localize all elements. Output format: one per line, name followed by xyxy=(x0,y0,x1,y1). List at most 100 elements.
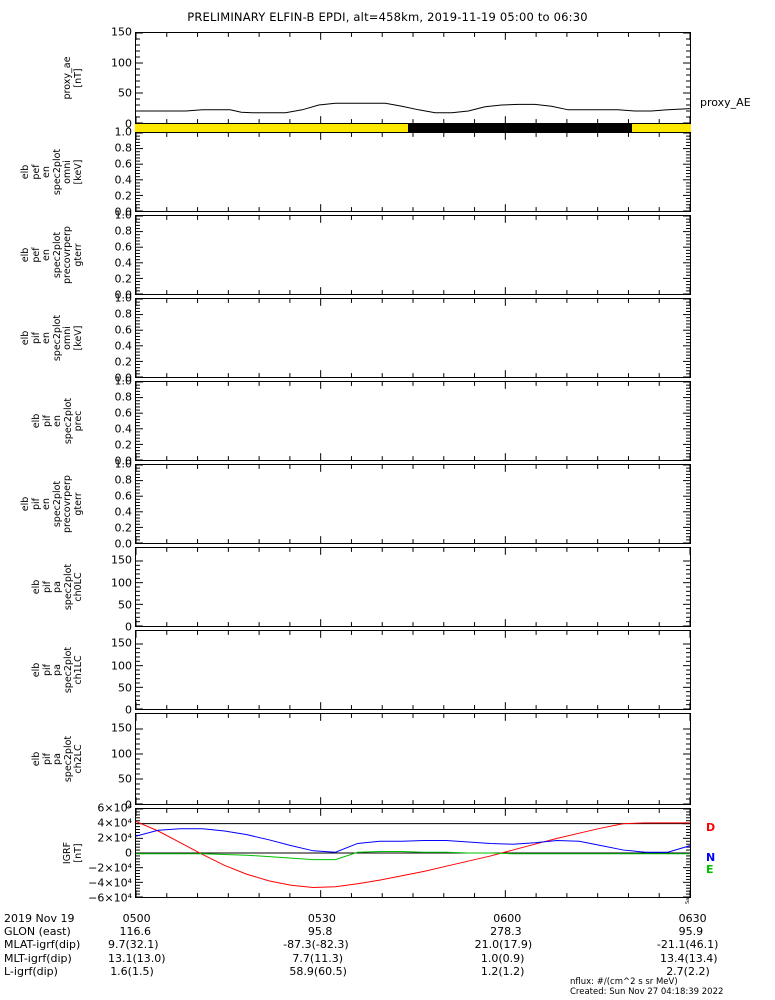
ytick-labels-pif-en-omni: 0.0 0.2 0.4 0.6 0.8 1.0 xyxy=(86,293,133,384)
bottom-axis-cell: -87.3(-82.3) xyxy=(283,938,349,952)
axis-label-line: pif xyxy=(41,581,52,594)
axis-label-line: ch2LC xyxy=(72,744,84,774)
axis-label-igrf: IGRF [nT] xyxy=(62,808,84,898)
axis-label-pif-pa-ch1lc: elb pif pa spec2plot ch1LC xyxy=(30,630,85,710)
axis-label-line: ch0LC xyxy=(72,572,84,602)
panel-pef-en-precovrperp-gterr xyxy=(135,215,691,295)
panel-pif-pa-ch2lc xyxy=(135,713,691,805)
axis-label-line: en xyxy=(41,498,52,510)
bottom-axis-cell: 7.7(11.3) xyxy=(292,951,343,965)
axis-label-line: elb xyxy=(30,751,42,767)
axis-label-line: precovrperp xyxy=(62,226,73,284)
axis-label-line: elb xyxy=(30,662,42,678)
series-d xyxy=(136,821,690,887)
panel-canvas-proxy-ae xyxy=(136,33,690,123)
ytick-label: 0.2 xyxy=(114,355,133,369)
ytick-label: 1.0 xyxy=(114,125,133,139)
bottom-axis-cell: 1.2(1.2) xyxy=(480,964,525,978)
ytick-label: 150 xyxy=(111,553,132,567)
axis-label-line: spec2plot xyxy=(62,397,73,445)
footer: nflux: #/(cm^2 s sr MeV) Created: Sun No… xyxy=(570,977,723,997)
panel-canvas-pif-pa-ch0lc xyxy=(136,548,690,626)
axis-label-line: ch1LC xyxy=(72,655,84,685)
bottom-axis-cell: 0600 xyxy=(493,912,522,925)
page-title: PRELIMINARY ELFIN-B EPDI, alt=458km, 201… xyxy=(187,10,588,24)
bottom-axis-cell: 95.9 xyxy=(678,925,704,939)
ytick-labels-proxy-ae: 0 50 100 150 xyxy=(86,27,132,130)
ytick-label: 0.4 xyxy=(114,339,133,353)
axis-label-pef-en-omni: elb pef en spec2plot omni [keV] xyxy=(20,132,84,212)
bottom-axis-cell: 1.0(0.9) xyxy=(480,951,525,965)
axis-label-line: prec xyxy=(72,410,84,432)
ytick-label: 0.6 xyxy=(114,240,133,254)
ytick-label: 0.4 xyxy=(114,505,133,519)
axis-label-line: gterr xyxy=(72,243,84,267)
ytick-label: 0.0 xyxy=(114,288,133,302)
axis-label-line: pa xyxy=(51,664,63,676)
axis-label-line: elb xyxy=(20,164,31,180)
bottom-axis-row: MLT-igrf(dip) 13.1(13.0) 7.7(11.3) 1.0(0.9)… xyxy=(0,952,775,965)
axis-label-line: [keV] xyxy=(72,325,84,351)
ytick-label: 4×10⁴ xyxy=(97,816,132,830)
panel-pif-en-omni xyxy=(135,298,691,378)
ytick-label: 0.0 xyxy=(114,371,133,385)
panel-proxy-ae xyxy=(135,32,691,124)
ytick-label: 0.2 xyxy=(114,521,133,535)
ytick-label: 100 xyxy=(111,747,132,761)
ytick-labels-pif-pa-ch0lc: 0 50 100 150 xyxy=(86,547,132,633)
ytick-label: 0 xyxy=(125,798,132,812)
ytick-label: 100 xyxy=(111,659,132,673)
axis-label-line: elb xyxy=(30,579,42,595)
axis-label-line: pa xyxy=(51,581,63,593)
bottom-axis-table: 2019 Nov 19 0500 0530 0600 0630 GLON (east) 11… xyxy=(0,912,775,978)
igrf-legend-d: D xyxy=(706,821,716,834)
ytick-label: 0 xyxy=(125,703,132,717)
panel-igrf xyxy=(135,808,691,898)
bottom-axis-row: MLAT-igrf(dip) 9.7(32.1) -87.3(-82.3) 21.0(… xyxy=(0,938,775,951)
axis-label-line: elb xyxy=(20,496,31,512)
ytick-label: 150 xyxy=(111,721,132,735)
ytick-label: 0.6 xyxy=(114,489,133,503)
bottom-axis-row-label: L-igrf(dip) xyxy=(4,964,58,978)
bottom-axis-cell: 2.7(2.2) xyxy=(666,964,710,978)
ytick-labels-pef-en-omni: 0.0 0.2 0.4 0.6 0.8 1.0 xyxy=(86,127,133,218)
panel-pif-pa-ch1lc xyxy=(135,630,691,710)
ytick-labels-pif-en-precovrperp-gterr: 0.0 0.2 0.4 0.6 0.8 1.0 xyxy=(86,459,133,550)
bottom-axis-cell: 0530 xyxy=(307,912,336,925)
axis-label-line: elb xyxy=(30,413,42,429)
ytick-label: 0.4 xyxy=(114,422,133,436)
bottom-axis-cell: 95.8 xyxy=(307,925,333,939)
axis-label-pif-en-precovrperp-gterr: elb pif en spec2plot precovrperp gterr xyxy=(20,464,84,544)
axis-label-proxy-ae: proxy_ae [nT] xyxy=(62,32,84,124)
axis-label-line: en xyxy=(51,415,63,427)
axis-label-pif-pa-ch0lc: elb pif pa spec2plot ch0LC xyxy=(30,547,85,627)
ytick-label: 1.0 xyxy=(114,374,133,388)
ytick-label: 0 xyxy=(125,117,132,131)
ytick-label: 150 xyxy=(111,25,132,39)
ytick-label: 0.2 xyxy=(114,272,133,286)
ytick-label: 0.0 xyxy=(114,205,133,219)
bottom-axis-cell: 0630 xyxy=(678,912,707,925)
ytick-label: 2×10⁴ xyxy=(97,831,132,845)
bottom-axis-row-label: GLON (east) xyxy=(4,925,71,939)
ytick-label: 1.0 xyxy=(114,291,133,305)
axis-label-line: proxy_ae xyxy=(62,56,73,100)
axis-label-line: en xyxy=(41,249,52,261)
bottom-axis-cell: 58.9(60.5) xyxy=(289,964,347,978)
bottom-axis-cell: 13.1(13.0) xyxy=(108,951,166,965)
ytick-label: 150 xyxy=(111,636,132,650)
axis-label-line: gterr xyxy=(72,492,84,516)
bottom-axis-row-label: 2019 Nov 19 xyxy=(4,912,75,925)
bottom-axis-row: L-igrf(dip) 1.6(1.5) 58.9(60.5) 1.2(1.2) 2.7… xyxy=(0,965,775,978)
panel-pef-en-omni xyxy=(135,132,691,212)
panel-canvas-pif-en-omni xyxy=(136,299,690,377)
bottom-axis-cell: -21.1(46.1) xyxy=(656,938,719,952)
ytick-label: 0.8 xyxy=(114,141,133,155)
axis-label-line: spec2plot xyxy=(62,735,73,783)
footer-created: Created: Sun Nov 27 04:18:39 2022 xyxy=(570,987,724,997)
ytick-label: 100 xyxy=(111,576,132,590)
bottom-axis-cell: 0500 xyxy=(122,912,151,925)
ytick-label: 0.0 xyxy=(114,454,133,468)
ytick-label: 50 xyxy=(118,598,132,612)
